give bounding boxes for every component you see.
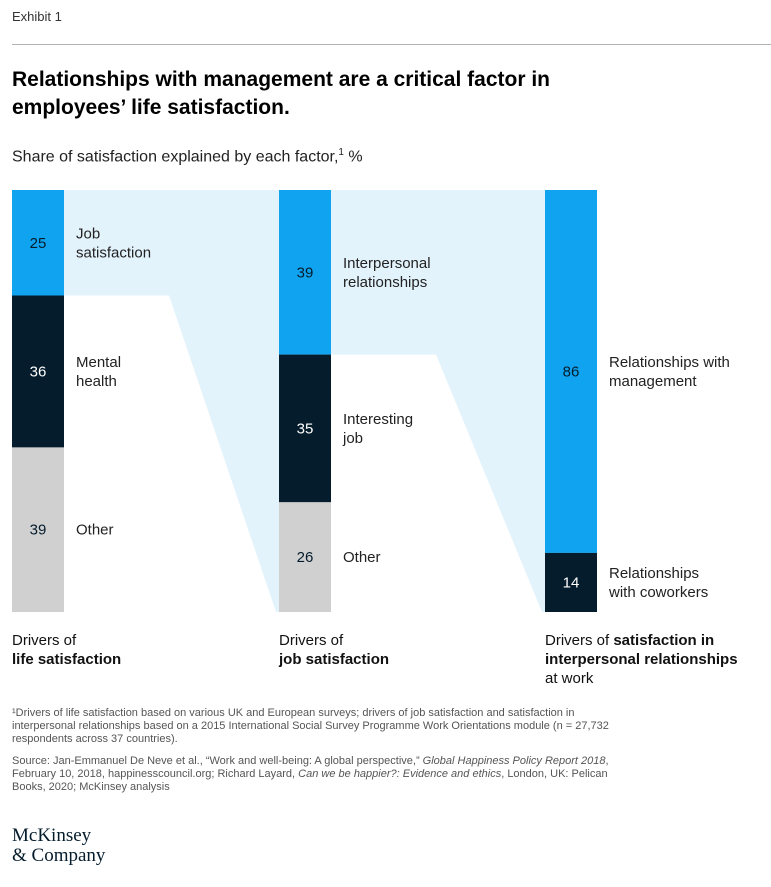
logo-line2: & Company xyxy=(12,845,106,866)
axis-label-job-bold: job satisfaction xyxy=(279,651,390,668)
bar-segment-1-2 xyxy=(12,295,64,448)
value-label-1-3: 39 xyxy=(30,522,47,539)
value-label-1-2: 36 xyxy=(30,363,47,380)
bar-segment-3-2 xyxy=(545,552,597,612)
value-label-3-2: 14 xyxy=(563,574,580,591)
bar-segment-2-1 xyxy=(279,190,331,355)
value-label-2-1: 39 xyxy=(297,264,314,281)
value-label-3-1: 86 xyxy=(563,363,580,380)
segment-label-1-1: Job satisfaction xyxy=(76,225,151,261)
segment-label-2-2: Interesting job xyxy=(342,411,413,447)
axis-label-life-normal: Drivers of xyxy=(12,632,77,649)
segment-label-1-2: Mental health xyxy=(76,354,121,390)
source-italic1: Global Happiness Policy Report 2018 xyxy=(422,755,606,767)
axis-label-interpersonal-tail: at work xyxy=(545,670,594,687)
subtitle-unit: % xyxy=(343,148,363,166)
chart-title: Relationships with management are a crit… xyxy=(12,68,550,119)
segment-label-2-1: Interpersonal relationships xyxy=(343,255,431,291)
segment-label-3-1: Relationships with management xyxy=(609,354,730,390)
source-part3: , London, UK: Pelican Books, 2020; McKin… xyxy=(12,768,608,793)
bar-segment-1-3 xyxy=(12,447,64,612)
segment-label-1-3: Other xyxy=(76,522,114,539)
source-note: Source: Jan-Emmanuel De Neve et al., “Wo… xyxy=(12,755,632,794)
axis-label-job: Drivers of job satisfaction xyxy=(279,631,519,669)
source-part1: Source: Jan-Emmanuel De Neve et al., “Wo… xyxy=(12,755,423,767)
bar-segment-2-3 xyxy=(279,502,331,612)
value-label-2-2: 35 xyxy=(297,420,314,437)
connector-band-2 xyxy=(331,190,545,612)
axis-label-life: Drivers of life satisfaction xyxy=(12,631,252,669)
bar-segment-2-2 xyxy=(279,354,331,503)
value-label-2-3: 26 xyxy=(297,549,314,566)
axis-label-interpersonal-bold: satisfaction in interpersonal relationsh… xyxy=(545,632,738,668)
axis-label-life-bold: life satisfaction xyxy=(12,651,122,668)
bar-segment-3-1 xyxy=(545,190,597,553)
axis-label-interpersonal: Drivers of satisfaction in interpersonal… xyxy=(545,631,760,688)
bar-segment-1-1 xyxy=(12,190,64,296)
source-part2: , February 10, 2018, happinesscouncil.or… xyxy=(12,755,609,780)
axis-label-interpersonal-normal: Drivers of xyxy=(545,632,614,649)
segment-label-2-3: Other xyxy=(343,549,381,566)
value-label-1-1: 25 xyxy=(30,235,47,252)
subtitle-footnote-mark: 1 xyxy=(338,147,344,158)
connector-band-1 xyxy=(64,190,279,612)
chart-subtitle: Share of satisfaction explained by each … xyxy=(12,147,363,166)
logo-line1: McKinsey xyxy=(12,825,92,846)
mckinsey-logo: McKinsey & Company xyxy=(12,826,105,866)
axis-label-job-normal: Drivers of xyxy=(279,632,344,649)
segment-label-3-2: Relationships with coworkers xyxy=(608,565,708,601)
source-italic2: Can we be happier?: Evidence and ethics xyxy=(298,768,502,780)
subtitle-text: Share of satisfaction explained by each … xyxy=(12,148,339,166)
footnote: ¹Drivers of life satisfaction based on v… xyxy=(12,707,609,745)
exhibit-label: Exhibit 1 xyxy=(12,9,62,24)
top-divider xyxy=(12,44,771,45)
